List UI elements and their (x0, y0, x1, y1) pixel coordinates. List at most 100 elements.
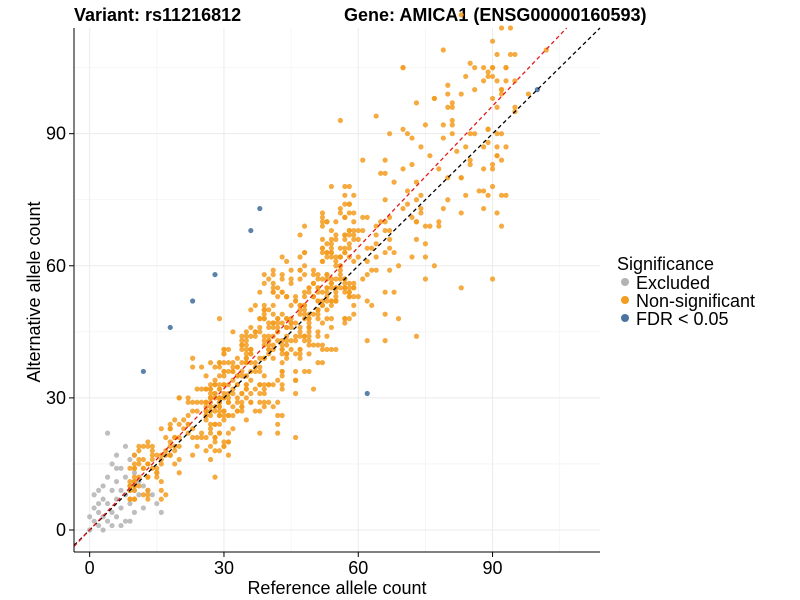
point-non-significant (319, 342, 326, 348)
point-non-significant (172, 461, 178, 467)
point-non-significant (346, 294, 352, 300)
point-non-significant (127, 478, 133, 485)
point-non-significant (324, 346, 330, 353)
point-non-significant (288, 338, 294, 344)
point-non-significant (422, 241, 429, 247)
point-non-significant (257, 368, 263, 375)
point-non-significant (145, 439, 151, 445)
point-non-significant (230, 364, 236, 370)
reference-line-fit (73, 27, 568, 547)
point-non-significant (261, 390, 267, 397)
point-non-significant (149, 448, 155, 454)
point-non-significant (292, 338, 299, 344)
point-non-significant (257, 324, 263, 331)
point-non-significant (391, 249, 397, 256)
point-non-significant (288, 346, 294, 353)
point-non-significant (319, 245, 326, 251)
point-non-significant (485, 139, 491, 146)
point-non-significant (131, 478, 138, 485)
point-non-significant (328, 254, 335, 260)
point-non-significant (158, 487, 164, 493)
point-non-significant (131, 452, 138, 458)
point-non-significant (297, 307, 303, 313)
point-excluded (113, 452, 120, 458)
point-non-significant (167, 426, 173, 432)
point-non-significant (292, 333, 299, 339)
point-non-significant (225, 412, 232, 419)
reference-line-identity (73, 27, 601, 546)
point-non-significant (364, 298, 370, 304)
point-non-significant (257, 316, 263, 322)
point-non-significant (203, 434, 209, 441)
point-non-significant (158, 461, 164, 467)
point-excluded (91, 505, 97, 511)
point-non-significant (422, 254, 429, 260)
point-non-significant (436, 166, 442, 172)
point-non-significant (485, 192, 491, 198)
point-non-significant (261, 373, 267, 379)
point-non-significant (489, 38, 496, 44)
point-non-significant (279, 276, 285, 282)
legend-title: Significance (617, 254, 714, 274)
point-non-significant (485, 69, 491, 75)
point-non-significant (494, 78, 500, 84)
point-excluded (100, 527, 106, 533)
point-non-significant (346, 289, 352, 295)
legend-label: Excluded (636, 273, 710, 293)
point-non-significant (445, 91, 451, 97)
point-non-significant (440, 47, 446, 53)
point-excluded (118, 505, 124, 511)
point-non-significant (315, 342, 321, 348)
point-non-significant (315, 311, 321, 317)
point-non-significant (275, 316, 281, 322)
point-non-significant (207, 360, 214, 366)
point-non-significant (328, 280, 335, 286)
point-non-significant (409, 214, 415, 220)
point-non-significant (248, 333, 254, 339)
point-non-significant (239, 338, 245, 344)
point-non-significant (181, 426, 187, 432)
point-significant (140, 368, 146, 375)
point-non-significant (203, 399, 209, 405)
point-excluded (104, 430, 111, 436)
point-non-significant (422, 122, 429, 128)
point-non-significant (297, 254, 303, 260)
point-non-significant (409, 135, 415, 141)
point-non-significant (494, 210, 500, 216)
point-non-significant (230, 390, 236, 397)
point-non-significant (333, 258, 339, 264)
point-non-significant (342, 201, 348, 207)
point-non-significant (324, 285, 330, 291)
point-non-significant (301, 271, 308, 278)
point-non-significant (207, 430, 214, 436)
point-non-significant (212, 364, 218, 370)
point-non-significant (239, 360, 245, 366)
point-non-significant (342, 320, 348, 326)
point-non-significant (145, 487, 151, 493)
point-non-significant (342, 236, 348, 242)
point-non-significant (194, 434, 200, 441)
point-non-significant (140, 443, 146, 449)
point-non-significant (154, 470, 160, 476)
point-non-significant (275, 285, 281, 291)
point-non-significant (337, 276, 343, 282)
point-non-significant (248, 377, 254, 383)
point-non-significant (346, 210, 352, 216)
point-non-significant (248, 346, 254, 353)
point-non-significant (230, 329, 236, 335)
point-non-significant (185, 399, 191, 405)
point-excluded (104, 474, 111, 480)
point-non-significant (382, 197, 388, 203)
point-non-significant (324, 289, 330, 295)
point-non-significant (257, 289, 263, 295)
point-non-significant (221, 412, 227, 419)
point-non-significant (498, 192, 505, 198)
point-non-significant (297, 232, 303, 238)
point-non-significant (364, 258, 370, 264)
point-non-significant (203, 373, 209, 379)
point-non-significant (154, 452, 160, 458)
point-non-significant (221, 443, 227, 449)
point-non-significant (279, 351, 285, 357)
point-non-significant (176, 456, 182, 463)
point-non-significant (351, 236, 357, 242)
